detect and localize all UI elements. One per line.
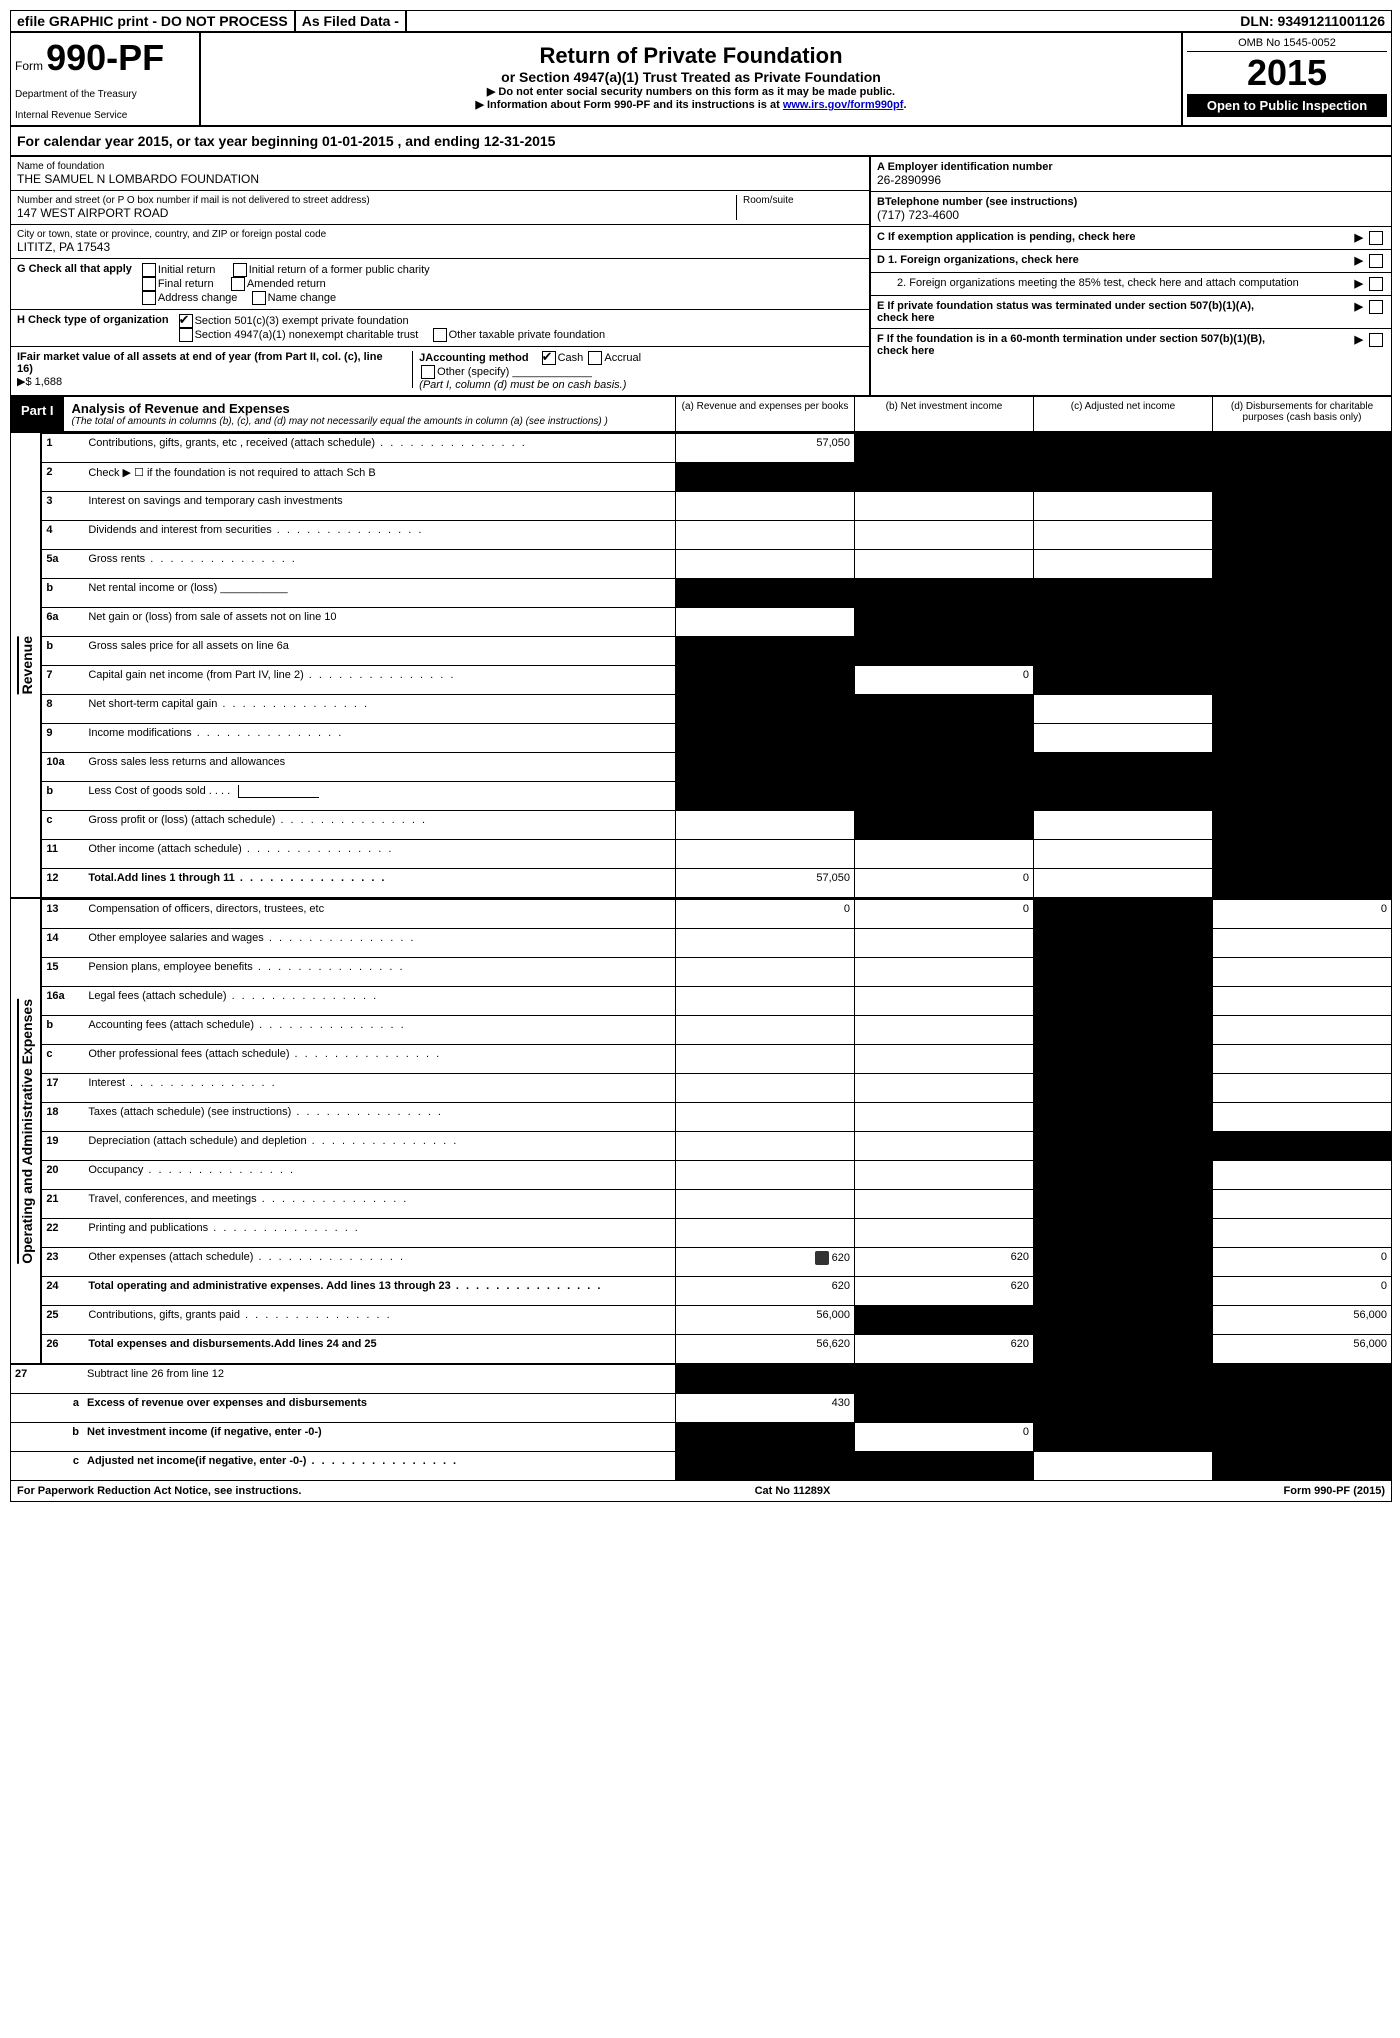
top-bar: efile GRAPHIC print - DO NOT PROCESS As … xyxy=(11,11,1391,33)
revenue-table: 1Contributions, gifts, grants, etc , rec… xyxy=(42,433,1391,897)
section-i-j: IFair market value of all assets at end … xyxy=(11,347,869,395)
form-number: 990-PF xyxy=(46,37,164,78)
checkbox-accrual[interactable] xyxy=(588,351,602,365)
part1-header: Part I Analysis of Revenue and Expenses … xyxy=(11,397,1391,433)
form-page: efile GRAPHIC print - DO NOT PROCESS As … xyxy=(10,10,1392,1502)
checkbox-initial-former[interactable] xyxy=(233,263,247,277)
col-b-header: (b) Net investment income xyxy=(854,397,1033,431)
calendar-year: For calendar year 2015, or tax year begi… xyxy=(11,127,1391,157)
checkbox-other-method[interactable] xyxy=(421,365,435,379)
checkbox-final-return[interactable] xyxy=(142,277,156,291)
checkbox-other-taxable[interactable] xyxy=(433,328,447,342)
line27-table: 27Subtract line 26 from line 12 aExcess … xyxy=(11,1363,1391,1480)
section-h: H Check type of organization Section 501… xyxy=(11,310,869,347)
as-filed: As Filed Data - xyxy=(296,11,407,31)
checkbox-e[interactable] xyxy=(1369,300,1383,314)
omb-number: OMB No 1545-0052 xyxy=(1187,37,1387,52)
col-a-header: (a) Revenue and expenses per books xyxy=(675,397,854,431)
form-header: Form 990-PF Department of the Treasury I… xyxy=(11,33,1391,127)
header-center: Return of Private Foundation or Section … xyxy=(201,33,1181,125)
address: 147 WEST AIRPORT ROAD xyxy=(17,206,736,220)
checkbox-d1[interactable] xyxy=(1369,254,1383,268)
expenses-label: Operating and Administrative Expenses xyxy=(17,999,35,1264)
open-to-public: Open to Public Inspection xyxy=(1187,94,1387,117)
instructions-link[interactable]: www.irs.gov/form990pf xyxy=(783,99,904,111)
col-c-header: (c) Adjusted net income xyxy=(1033,397,1212,431)
checkbox-initial-return[interactable] xyxy=(142,263,156,277)
fmv-value: ▶$ 1,688 xyxy=(17,376,62,388)
section-g: G Check all that apply Initial return In… xyxy=(11,259,869,310)
expenses-section: Operating and Administrative Expenses 13… xyxy=(11,897,1391,1363)
revenue-label: Revenue xyxy=(17,636,35,694)
header-left: Form 990-PF Department of the Treasury I… xyxy=(11,33,201,125)
ein: 26-2890996 xyxy=(877,173,1385,187)
dln: DLN: 93491211001126 xyxy=(1234,11,1391,31)
col-d-header: (d) Disbursements for charitable purpose… xyxy=(1212,397,1391,431)
checkbox-cash[interactable] xyxy=(542,351,556,365)
revenue-section: Revenue 1Contributions, gifts, grants, e… xyxy=(11,433,1391,897)
attachment-icon[interactable] xyxy=(815,1251,829,1265)
checkbox-address-change[interactable] xyxy=(142,291,156,305)
foundation-name: THE SAMUEL N LOMBARDO FOUNDATION xyxy=(17,172,863,186)
checkbox-d2[interactable] xyxy=(1369,277,1383,291)
checkbox-4947[interactable] xyxy=(179,328,193,342)
page-footer: For Paperwork Reduction Act Notice, see … xyxy=(11,1480,1391,1501)
tax-year: 2015 xyxy=(1187,52,1387,94)
header-right: OMB No 1545-0052 2015 Open to Public Ins… xyxy=(1181,33,1391,125)
checkbox-c[interactable] xyxy=(1369,231,1383,245)
form-title: Return of Private Foundation xyxy=(205,43,1177,69)
checkbox-amended[interactable] xyxy=(231,277,245,291)
entity-info: Name of foundation THE SAMUEL N LOMBARDO… xyxy=(11,157,1391,397)
checkbox-name-change[interactable] xyxy=(252,291,266,305)
city-state-zip: LITITZ, PA 17543 xyxy=(17,240,863,254)
checkbox-501c3[interactable] xyxy=(179,314,193,328)
efile-notice: efile GRAPHIC print - DO NOT PROCESS xyxy=(11,11,296,31)
expenses-table: 13Compensation of officers, directors, t… xyxy=(42,899,1391,1363)
telephone: (717) 723-4600 xyxy=(877,208,1385,222)
checkbox-f[interactable] xyxy=(1369,333,1383,347)
